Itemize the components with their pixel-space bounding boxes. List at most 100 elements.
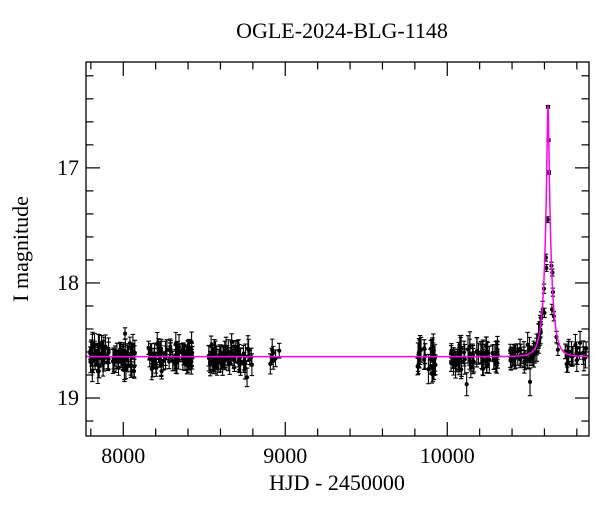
data-point xyxy=(459,367,464,372)
data-point xyxy=(128,364,133,369)
data-point xyxy=(161,358,166,364)
data-point xyxy=(527,346,532,351)
data-point xyxy=(168,347,173,352)
data-point xyxy=(122,364,127,370)
data-point xyxy=(189,339,194,345)
data-point xyxy=(511,351,517,356)
data-point xyxy=(229,339,234,345)
data-point xyxy=(431,345,436,350)
x-tick-label-10000: 10000 xyxy=(419,443,475,468)
data-point xyxy=(116,365,121,370)
data-point xyxy=(542,310,547,315)
data-point xyxy=(186,346,191,351)
data-point xyxy=(467,344,473,349)
data-point xyxy=(485,351,490,356)
data-point xyxy=(573,342,578,347)
data-point xyxy=(244,375,250,380)
data-point xyxy=(485,356,490,362)
data-point xyxy=(544,265,549,271)
data-point xyxy=(508,348,513,353)
data-point xyxy=(430,349,435,354)
data-point xyxy=(122,367,127,373)
data-point xyxy=(527,358,532,363)
data-point xyxy=(238,359,243,364)
axis-ticks xyxy=(86,62,589,436)
data-point xyxy=(249,362,254,367)
data-point xyxy=(271,358,276,363)
data-point xyxy=(213,357,218,363)
data-point xyxy=(150,358,155,363)
data-point xyxy=(533,350,538,355)
data-point xyxy=(549,307,555,312)
x-tick-label-9000: 9000 xyxy=(263,443,308,468)
data-point xyxy=(97,342,102,347)
data-point xyxy=(129,369,134,374)
data-point xyxy=(175,348,180,353)
data-point xyxy=(209,343,214,349)
data-point xyxy=(122,331,128,336)
data-point xyxy=(574,350,579,356)
data-point xyxy=(176,344,182,350)
data-point xyxy=(163,351,168,356)
data-point xyxy=(449,348,454,353)
data-point xyxy=(105,359,110,365)
data-point xyxy=(231,356,237,362)
data-point xyxy=(432,362,437,368)
data-point xyxy=(566,349,571,354)
data-point xyxy=(231,351,237,356)
data-point xyxy=(577,340,583,346)
data-point xyxy=(212,347,217,352)
data-point xyxy=(227,360,232,365)
plot-frame xyxy=(85,61,590,437)
data-point xyxy=(474,350,479,355)
data-point xyxy=(583,346,589,351)
data-point xyxy=(431,358,436,364)
data-point xyxy=(268,361,273,366)
data-point xyxy=(154,365,159,370)
data-point xyxy=(186,358,192,363)
data-point xyxy=(132,350,137,355)
data-point xyxy=(522,359,528,364)
data-point xyxy=(90,368,95,373)
data-point xyxy=(455,357,461,362)
data-point xyxy=(155,342,160,347)
model-curve xyxy=(86,105,589,358)
plot-title: OGLE-2024-BLG-1148 xyxy=(236,18,448,43)
data-point xyxy=(172,361,177,366)
data-point xyxy=(226,357,231,362)
data-point xyxy=(158,346,163,351)
data-point xyxy=(467,352,472,357)
data-point xyxy=(180,350,185,356)
data-point xyxy=(213,365,218,370)
data-point xyxy=(527,379,533,385)
data-point xyxy=(149,351,154,356)
data-point xyxy=(515,349,520,354)
data-point xyxy=(173,341,178,346)
data-point xyxy=(235,348,240,354)
data-point xyxy=(119,350,124,355)
data-point xyxy=(176,358,181,363)
data-point xyxy=(106,350,111,355)
data-point xyxy=(121,358,126,363)
data-point xyxy=(90,342,95,347)
data-point xyxy=(96,369,101,374)
data-point xyxy=(182,361,188,366)
data-point xyxy=(242,365,248,370)
data-point xyxy=(581,356,587,361)
data-point xyxy=(103,344,108,349)
data-point xyxy=(508,356,514,361)
data-point xyxy=(127,341,132,346)
data-point xyxy=(223,345,229,351)
data-point xyxy=(450,359,455,364)
data-point xyxy=(465,347,471,352)
y-tick-label-18: 18 xyxy=(57,269,79,295)
y-axis-label: I magnitude xyxy=(8,196,33,302)
data-point xyxy=(483,343,489,349)
data-point xyxy=(574,358,579,363)
data-point xyxy=(159,362,164,367)
data-point xyxy=(153,362,158,367)
data-point xyxy=(213,352,218,357)
data-point xyxy=(233,345,238,350)
